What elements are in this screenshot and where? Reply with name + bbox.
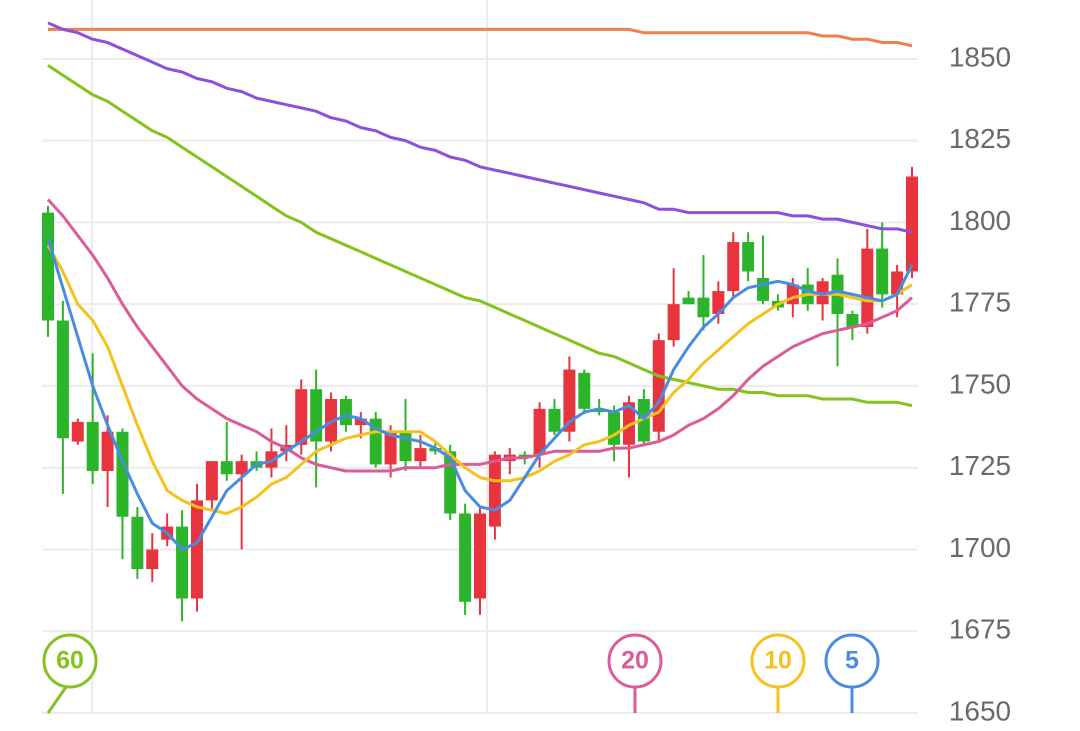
candle-body	[42, 212, 54, 321]
candle-body	[56, 320, 69, 439]
candle-body	[86, 421, 99, 471]
legend-badge	[750, 633, 806, 689]
y-tick-label: 1725	[949, 450, 1011, 481]
legend-label: 5	[845, 647, 859, 675]
ma-line	[46, 238, 914, 551]
candle-body	[712, 291, 725, 314]
candle-body	[816, 281, 829, 305]
candle-body	[608, 412, 621, 445]
candle-body	[459, 513, 472, 602]
candle-body	[176, 526, 189, 599]
candle-body	[190, 500, 203, 599]
candle-body	[682, 297, 695, 305]
candle-body	[667, 304, 680, 341]
candle-body	[71, 421, 84, 442]
candle-body	[101, 431, 114, 471]
candle-body	[295, 389, 308, 445]
candle-body	[131, 516, 144, 570]
candle-body	[414, 448, 427, 462]
candle-body	[697, 297, 710, 318]
candles	[42, 166, 918, 622]
candle-body	[861, 248, 874, 328]
ma-line	[47, 21, 913, 234]
ma-line	[47, 64, 913, 408]
candle-body	[339, 399, 352, 426]
legend-item: 20	[607, 633, 663, 713]
legend-tail	[46, 686, 68, 714]
candle-body	[906, 176, 918, 272]
y-tick-label: 1700	[949, 532, 1011, 563]
legend-label: 60	[56, 647, 84, 675]
candle-body	[533, 408, 546, 455]
candle-body	[622, 402, 635, 445]
ma-line	[48, 27, 913, 48]
legend-badge	[824, 633, 880, 689]
candle-body	[548, 408, 561, 432]
candle-body	[742, 242, 755, 272]
y-tick-label: 1825	[949, 123, 1011, 154]
legend-item: 5	[824, 633, 880, 713]
ma-line	[46, 244, 913, 515]
legend-item: 10	[750, 633, 806, 713]
legend-label: 10	[764, 647, 792, 675]
candle-body	[488, 454, 501, 527]
candle-body	[116, 431, 129, 517]
candle-body	[235, 461, 248, 475]
candle-body	[578, 372, 591, 409]
candle-body	[757, 278, 770, 301]
candle-body	[220, 461, 233, 475]
y-tick-label: 1650	[949, 695, 1011, 726]
candle-body	[474, 513, 486, 599]
legend-label: 20	[621, 647, 649, 675]
candle-body	[205, 461, 218, 501]
legend-item: 60	[42, 633, 98, 714]
candle-body	[652, 340, 665, 432]
ma-line	[46, 198, 913, 473]
legend-badge	[607, 633, 663, 689]
candle-body	[384, 431, 397, 465]
candle-body	[593, 408, 606, 413]
y-tick-label: 1800	[949, 205, 1011, 236]
candle-body	[518, 454, 531, 458]
candle-body	[876, 248, 889, 295]
candle-body	[146, 549, 159, 570]
y-tick-label: 1850	[949, 41, 1011, 72]
y-tick-label: 1675	[949, 614, 1011, 645]
y-tick-label: 1750	[949, 368, 1011, 399]
y-tick-label: 1775	[949, 287, 1011, 318]
candle-body	[727, 242, 740, 292]
candle-body	[846, 313, 859, 328]
candle-body	[354, 418, 367, 426]
legend-badge	[42, 633, 98, 689]
candle-body	[637, 399, 650, 442]
candle-body	[563, 369, 576, 432]
